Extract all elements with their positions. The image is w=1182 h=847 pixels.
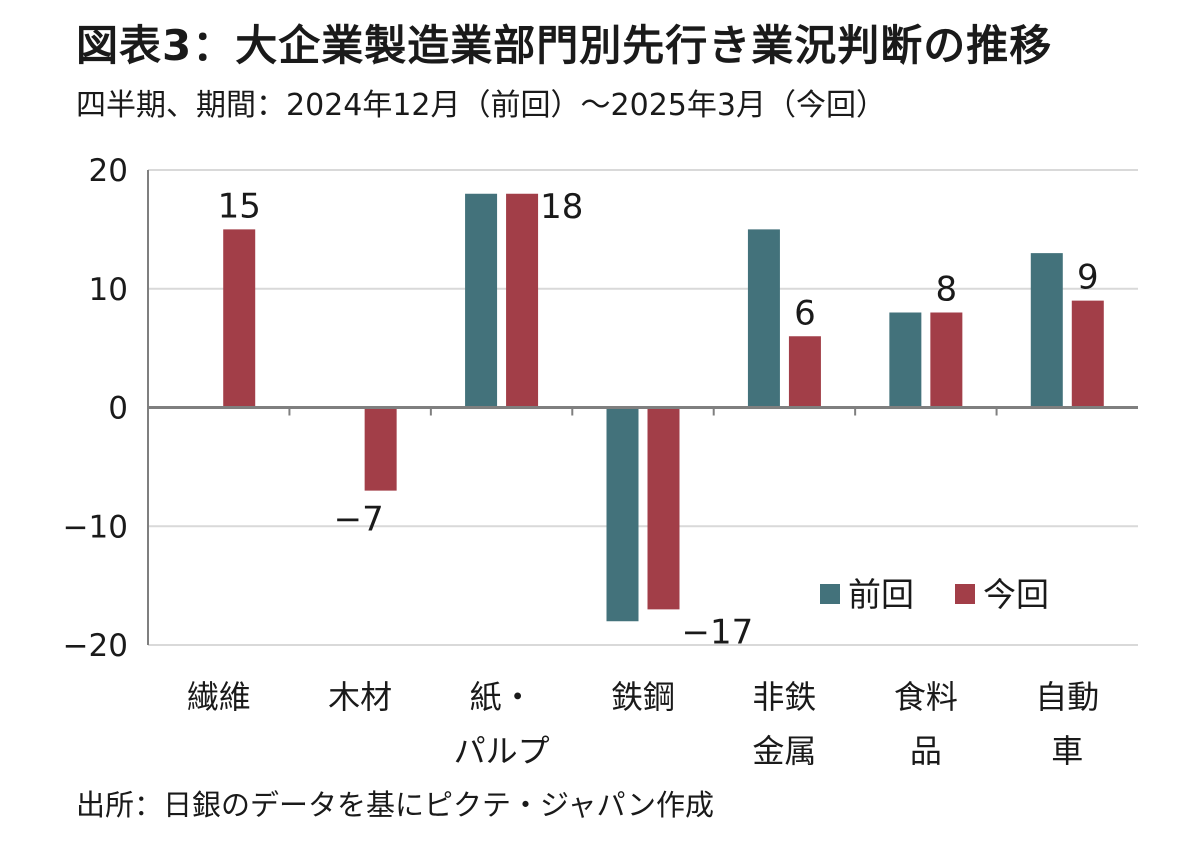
bar-previous bbox=[465, 193, 498, 408]
bar-current bbox=[647, 407, 680, 610]
data-label: −7 bbox=[334, 500, 384, 540]
bar-previous bbox=[606, 407, 639, 622]
x-tick-label: 品 bbox=[910, 732, 942, 770]
bar-previous bbox=[1030, 253, 1063, 408]
bar-previous bbox=[747, 229, 780, 408]
x-tick-label: 車 bbox=[1051, 732, 1083, 770]
source-note: 出所：日銀のデータを基にピクテ・ジャパン作成 bbox=[76, 788, 715, 822]
legend-swatch-previous bbox=[820, 584, 840, 604]
data-label: −17 bbox=[682, 612, 754, 652]
y-tick-label: 10 bbox=[89, 272, 128, 308]
bar-current bbox=[1071, 300, 1104, 408]
x-tick-label: 鉄鋼 bbox=[611, 678, 675, 716]
legend-swatch-current bbox=[955, 584, 975, 604]
legend-label-previous: 前回 bbox=[848, 575, 914, 614]
y-tick-label: 20 bbox=[89, 153, 128, 189]
y-tick-label: 0 bbox=[108, 391, 128, 427]
chart-title: 図表3：大企業製造業部門別先行き業況判断の推移 bbox=[76, 21, 1053, 70]
chart-subtitle: 四半期、期間：2024年12月（前回）～2025年3月（今回） bbox=[76, 88, 886, 123]
bar-current bbox=[788, 336, 821, 408]
x-tick-label: 金属 bbox=[752, 732, 816, 770]
data-label: 8 bbox=[936, 270, 958, 310]
bar-current bbox=[364, 407, 397, 491]
bar-current bbox=[506, 193, 539, 408]
bar-current bbox=[223, 229, 256, 408]
data-label: 15 bbox=[218, 186, 261, 226]
bar-current bbox=[930, 312, 963, 408]
x-tick-label: 食料 bbox=[894, 678, 958, 716]
x-tick-label: 非鉄 bbox=[752, 678, 816, 716]
data-label: 9 bbox=[1077, 258, 1099, 298]
y-tick-label: −20 bbox=[63, 628, 128, 664]
x-tick-label: 繊維 bbox=[187, 678, 251, 716]
x-tick-label: 紙・ bbox=[470, 678, 534, 716]
x-tick-label: 木材 bbox=[328, 678, 392, 716]
data-label: 18 bbox=[540, 187, 583, 227]
x-tick-label: パルプ bbox=[454, 732, 550, 770]
bar-previous bbox=[889, 312, 922, 408]
y-tick-label: −10 bbox=[63, 509, 128, 545]
data-label: 6 bbox=[794, 293, 816, 333]
x-tick-label: 自動 bbox=[1035, 678, 1099, 716]
legend-label-current: 今回 bbox=[983, 575, 1049, 614]
